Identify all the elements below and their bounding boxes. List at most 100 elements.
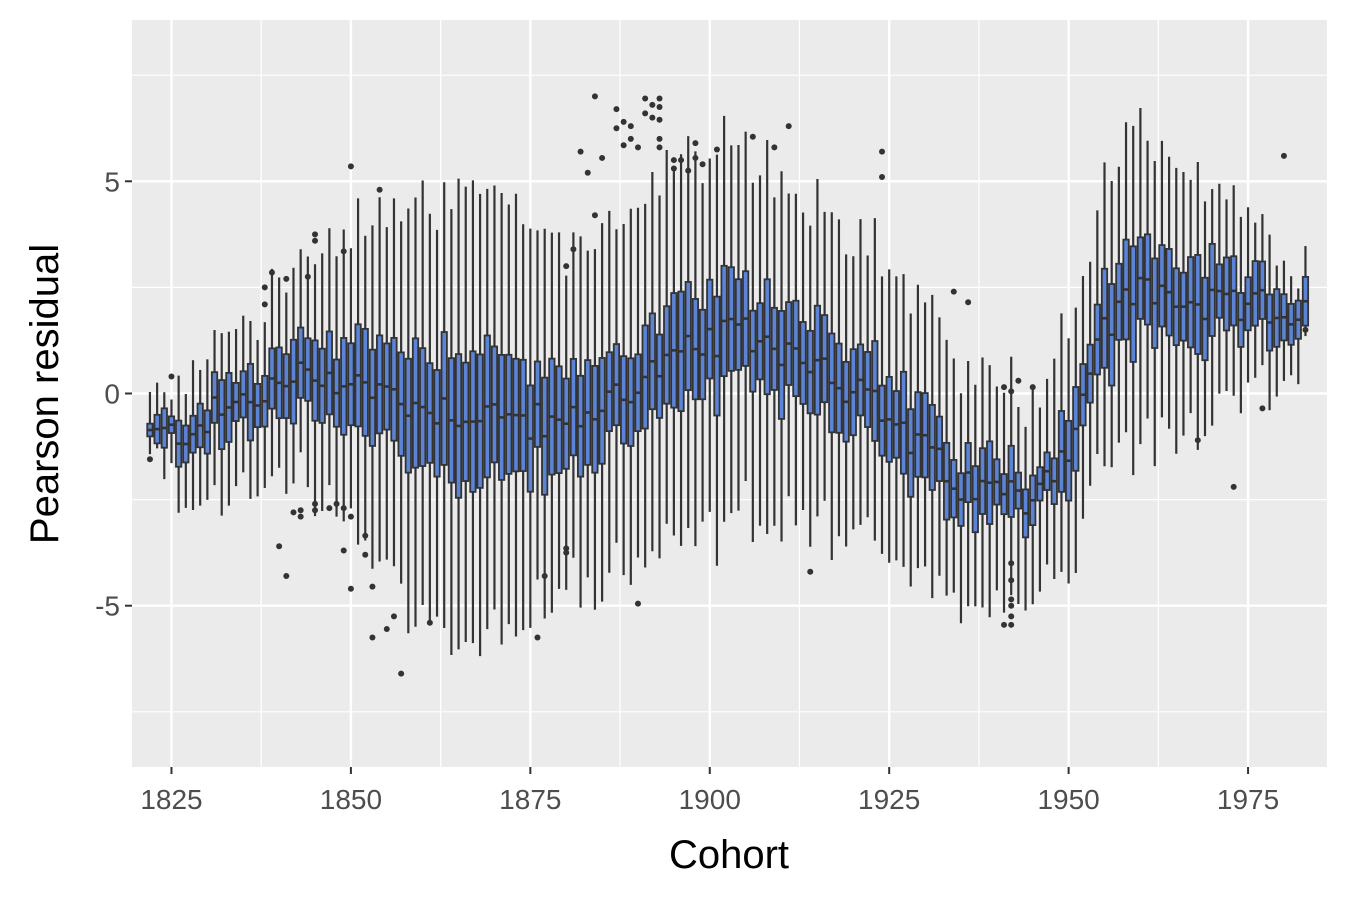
cohort-box [1129, 125, 1137, 476]
outlier-point [1008, 577, 1015, 584]
cohort-box [720, 115, 728, 522]
cohort-box [1237, 216, 1245, 414]
x-tick-label: 1950 [1037, 784, 1099, 815]
cohort-box [483, 188, 491, 630]
outlier-point [656, 116, 663, 123]
cohort-box [785, 193, 793, 497]
cohort-box [254, 339, 262, 497]
outlier-point [312, 500, 319, 507]
cohort-box [411, 197, 420, 627]
cohort-box [620, 223, 628, 576]
cohort-box [440, 182, 448, 628]
cohort-box [971, 384, 979, 607]
cohort-box [943, 339, 951, 596]
outlier-point [333, 500, 340, 507]
outlier-point [426, 619, 433, 626]
outlier-point [1029, 384, 1036, 391]
cohort-box [964, 360, 972, 607]
axes: 1825 1850 1875 1900 1925 1950 1975 -5 0 5 [95, 166, 1279, 815]
cohort-box [698, 183, 707, 522]
outlier-point [656, 144, 663, 151]
cohort-box [864, 255, 872, 518]
outlier-point [620, 118, 627, 125]
outlier-point [699, 161, 706, 168]
outlier-point [340, 547, 347, 554]
cohort-box [512, 193, 520, 637]
outlier-point [1008, 621, 1015, 628]
outlier-point [785, 123, 792, 130]
y-axis-title: Pearson residual [23, 244, 67, 544]
cohort-box [433, 229, 441, 617]
cohort-box [1108, 180, 1116, 468]
cohort-box [1072, 307, 1080, 574]
cohort-box [1258, 214, 1266, 366]
outlier-point [362, 532, 369, 539]
cohort-box [742, 131, 750, 482]
cohort-box [1208, 189, 1216, 426]
cohort-box [612, 229, 621, 543]
outlier-point [950, 288, 957, 295]
cohort-box [1151, 161, 1159, 467]
outlier-point [1194, 437, 1201, 444]
cohort-box [986, 365, 994, 618]
cohort-box [555, 232, 563, 589]
outlier-points [146, 93, 1309, 677]
cohort-box [899, 274, 908, 567]
cohort-box [189, 360, 197, 510]
outlier-point [713, 146, 720, 153]
outlier-point [534, 634, 541, 641]
cohort-box [397, 221, 405, 584]
cohort-box [598, 223, 606, 602]
cohort-box [691, 151, 699, 547]
cohort-box [799, 212, 807, 511]
outlier-point [1302, 326, 1309, 333]
outlier-point [268, 269, 275, 276]
cohort-box [677, 154, 685, 546]
cohort-box [1000, 392, 1008, 613]
cohort-box [232, 329, 240, 487]
cohort-box [1172, 167, 1180, 454]
cohort-box [182, 394, 190, 508]
cohort-box [734, 144, 743, 511]
outlier-point [879, 148, 886, 155]
x-tick-label: 1875 [499, 784, 561, 815]
outlier-point [627, 123, 634, 130]
outlier-point [656, 95, 663, 102]
cohort-box [993, 386, 1001, 591]
cohort-box [282, 292, 290, 494]
cohort-box [1222, 199, 1231, 392]
cohort-box [835, 219, 843, 537]
cohort-box [1057, 313, 1066, 572]
cohort-box [892, 276, 900, 561]
cohort-box [160, 392, 168, 480]
outlier-point [879, 174, 886, 181]
outlier-point [347, 513, 354, 520]
cohort-box [878, 276, 886, 554]
outlier-point [656, 104, 663, 111]
cohort-box [218, 333, 226, 516]
cohort-box [1265, 234, 1274, 411]
cohort-box [498, 193, 506, 645]
cohort-box [1093, 210, 1101, 454]
cohort-box [167, 399, 176, 464]
cohort-box [490, 185, 499, 610]
outlier-point [656, 135, 663, 142]
cohort-box [246, 320, 255, 499]
cohort-box [210, 330, 219, 486]
cohort-box [806, 225, 814, 547]
cohort-box [1215, 183, 1223, 394]
cohort-box [928, 294, 936, 599]
outlier-point [1008, 602, 1015, 609]
outlier-point [312, 231, 319, 238]
cohort-box [318, 253, 326, 512]
outlier-point [340, 248, 347, 255]
outlier-point [283, 275, 290, 282]
outlier-point [297, 507, 304, 514]
y-tick-label: -5 [95, 591, 120, 622]
outlier-point [678, 157, 685, 164]
cohort-box [821, 211, 829, 501]
cohort-box [1065, 338, 1073, 584]
cohort-box [885, 269, 893, 563]
cohort-box [921, 302, 929, 567]
cohort-box [304, 256, 312, 488]
